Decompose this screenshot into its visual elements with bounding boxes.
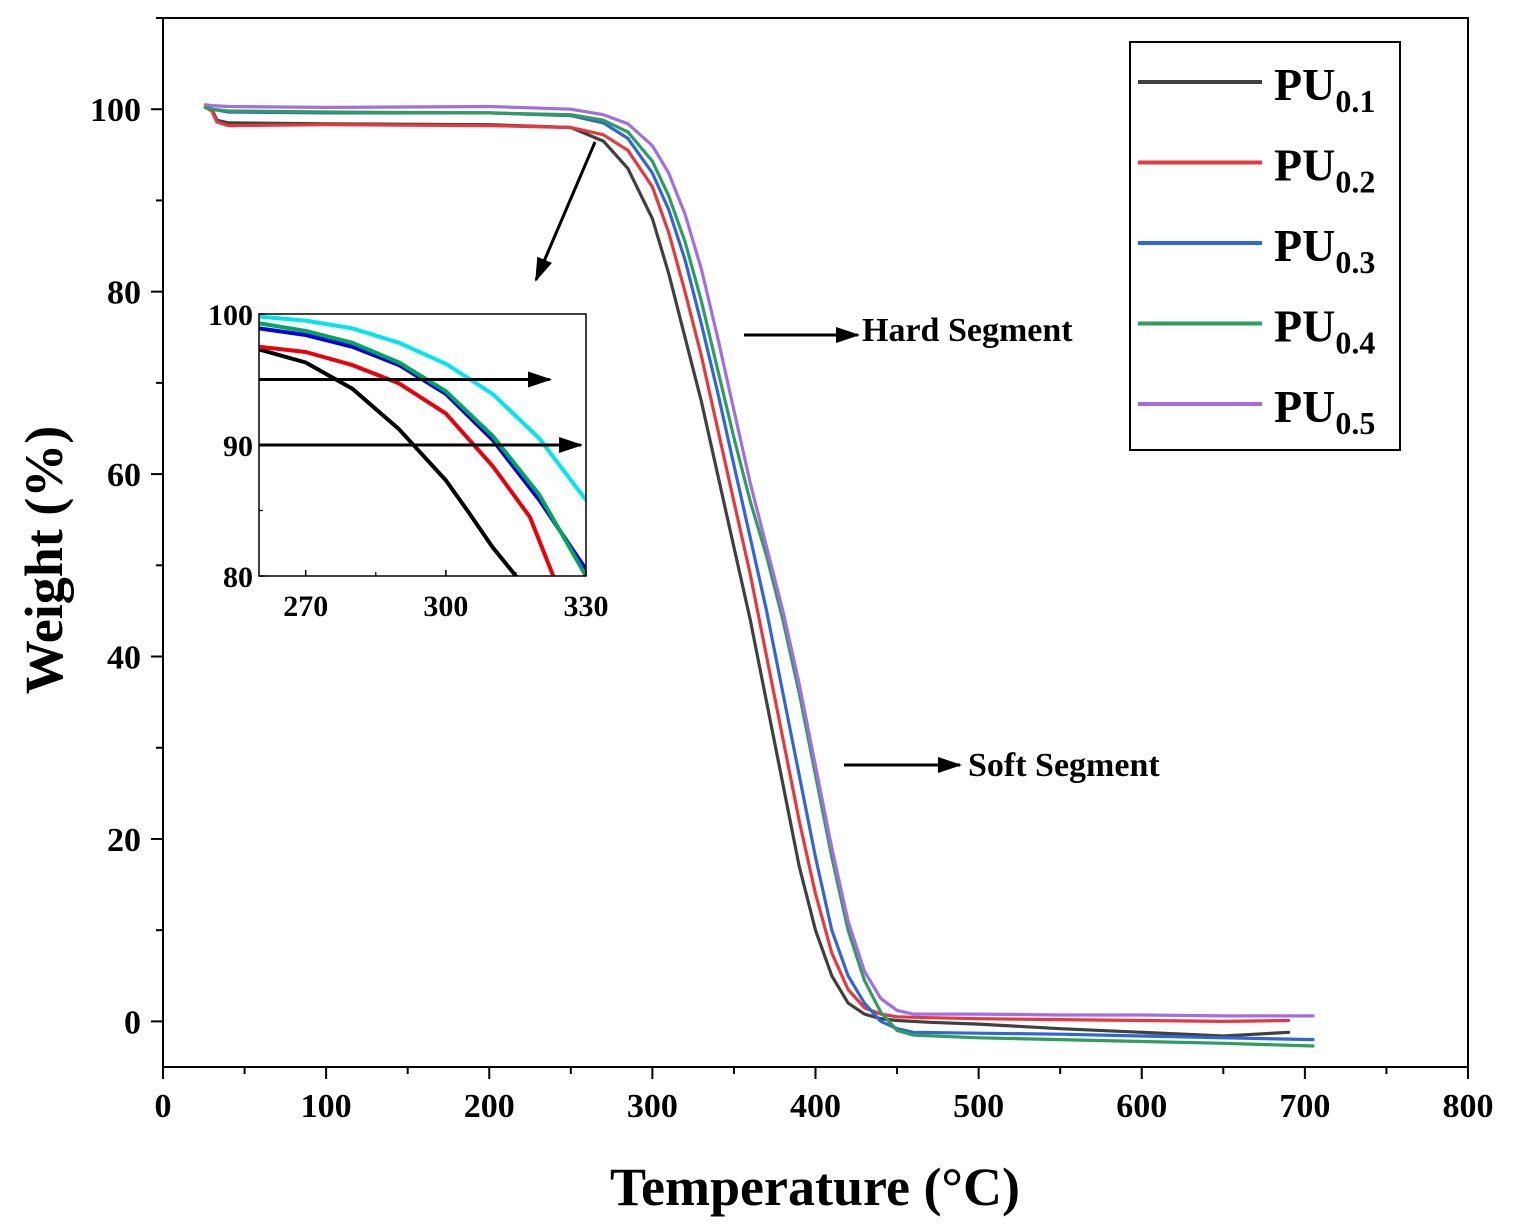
inset-series-line	[259, 347, 518, 576]
series-line-pu02	[203, 105, 1291, 1024]
inset-series-line	[259, 314, 586, 502]
legend-label-main: PU	[1274, 220, 1335, 271]
legend-label-main: PU	[1274, 140, 1335, 191]
inset-y-tick-label: 100	[208, 299, 253, 332]
hard-segment-label: Hard Segment	[862, 312, 1073, 349]
inset-plot: 270 300 330 80 90 100	[208, 299, 609, 623]
y-tick-label: 20	[107, 822, 141, 859]
y-tick-label: 80	[107, 275, 141, 312]
x-axis: 0 100 200 300 400 500 600 700 800	[155, 1067, 1494, 1125]
legend-label-subscript: 0.3	[1335, 244, 1375, 280]
x-tick-label: 200	[464, 1088, 515, 1125]
x-tick-label: 500	[953, 1088, 1004, 1125]
x-axis-title: Temperature (°C)	[610, 1157, 1020, 1217]
series-group	[203, 103, 1315, 1048]
legend-label-main: PU	[1274, 301, 1335, 352]
y-axis-title: Weight (%)	[14, 426, 74, 694]
inset-x-tick-label: 330	[564, 590, 609, 623]
legend-label-pu02: PU0.2	[1274, 140, 1375, 200]
legend-label-main: PU	[1274, 59, 1335, 110]
y-axis: 0 20 40 60 80 100	[90, 17, 163, 1041]
legend-label-subscript: 0.5	[1335, 405, 1375, 441]
inset-y-tick-label: 80	[223, 561, 253, 594]
x-tick-label: 700	[1279, 1088, 1330, 1125]
inset-x-tick-label: 300	[423, 590, 468, 623]
inset-series-line	[259, 321, 586, 576]
series-line-pu05	[203, 103, 1315, 1018]
y-tick-label: 60	[107, 457, 141, 494]
x-tick-label: 600	[1116, 1088, 1167, 1125]
inset-x-tick-label: 270	[283, 590, 328, 623]
inset-series-line	[259, 344, 556, 576]
legend-label-main: PU	[1274, 381, 1335, 432]
inset-x-axis: 270 300 330	[283, 570, 609, 623]
series-line-pu04	[203, 105, 1315, 1048]
inset-pointer-arrow	[534, 141, 597, 282]
legend-label-pu04: PU0.4	[1274, 301, 1375, 361]
inset-reference-arrows	[259, 371, 584, 453]
x-tick-label: 300	[627, 1088, 678, 1125]
inset-y-axis: 80 90 100	[208, 299, 265, 594]
x-tick-label: 100	[301, 1088, 352, 1125]
legend-label-subscript: 0.2	[1335, 164, 1375, 200]
legend-label-pu03: PU0.3	[1274, 220, 1375, 280]
x-tick-label: 0	[155, 1088, 172, 1125]
legend-label-pu01: PU0.1	[1274, 59, 1375, 119]
y-tick-label: 0	[124, 1004, 141, 1041]
x-tick-label: 400	[790, 1088, 841, 1125]
y-tick-label: 40	[107, 640, 141, 677]
legend-label-subscript: 0.1	[1335, 83, 1375, 119]
y-tick-label: 100	[90, 92, 141, 129]
x-tick-label: 800	[1443, 1088, 1494, 1125]
legend-frame	[1129, 41, 1401, 451]
inset-y-tick-label: 90	[223, 430, 253, 463]
legend-label-subscript: 0.4	[1335, 325, 1375, 361]
soft-segment-label: Soft Segment	[968, 747, 1160, 784]
legend-label-pu05: PU0.5	[1274, 381, 1375, 441]
